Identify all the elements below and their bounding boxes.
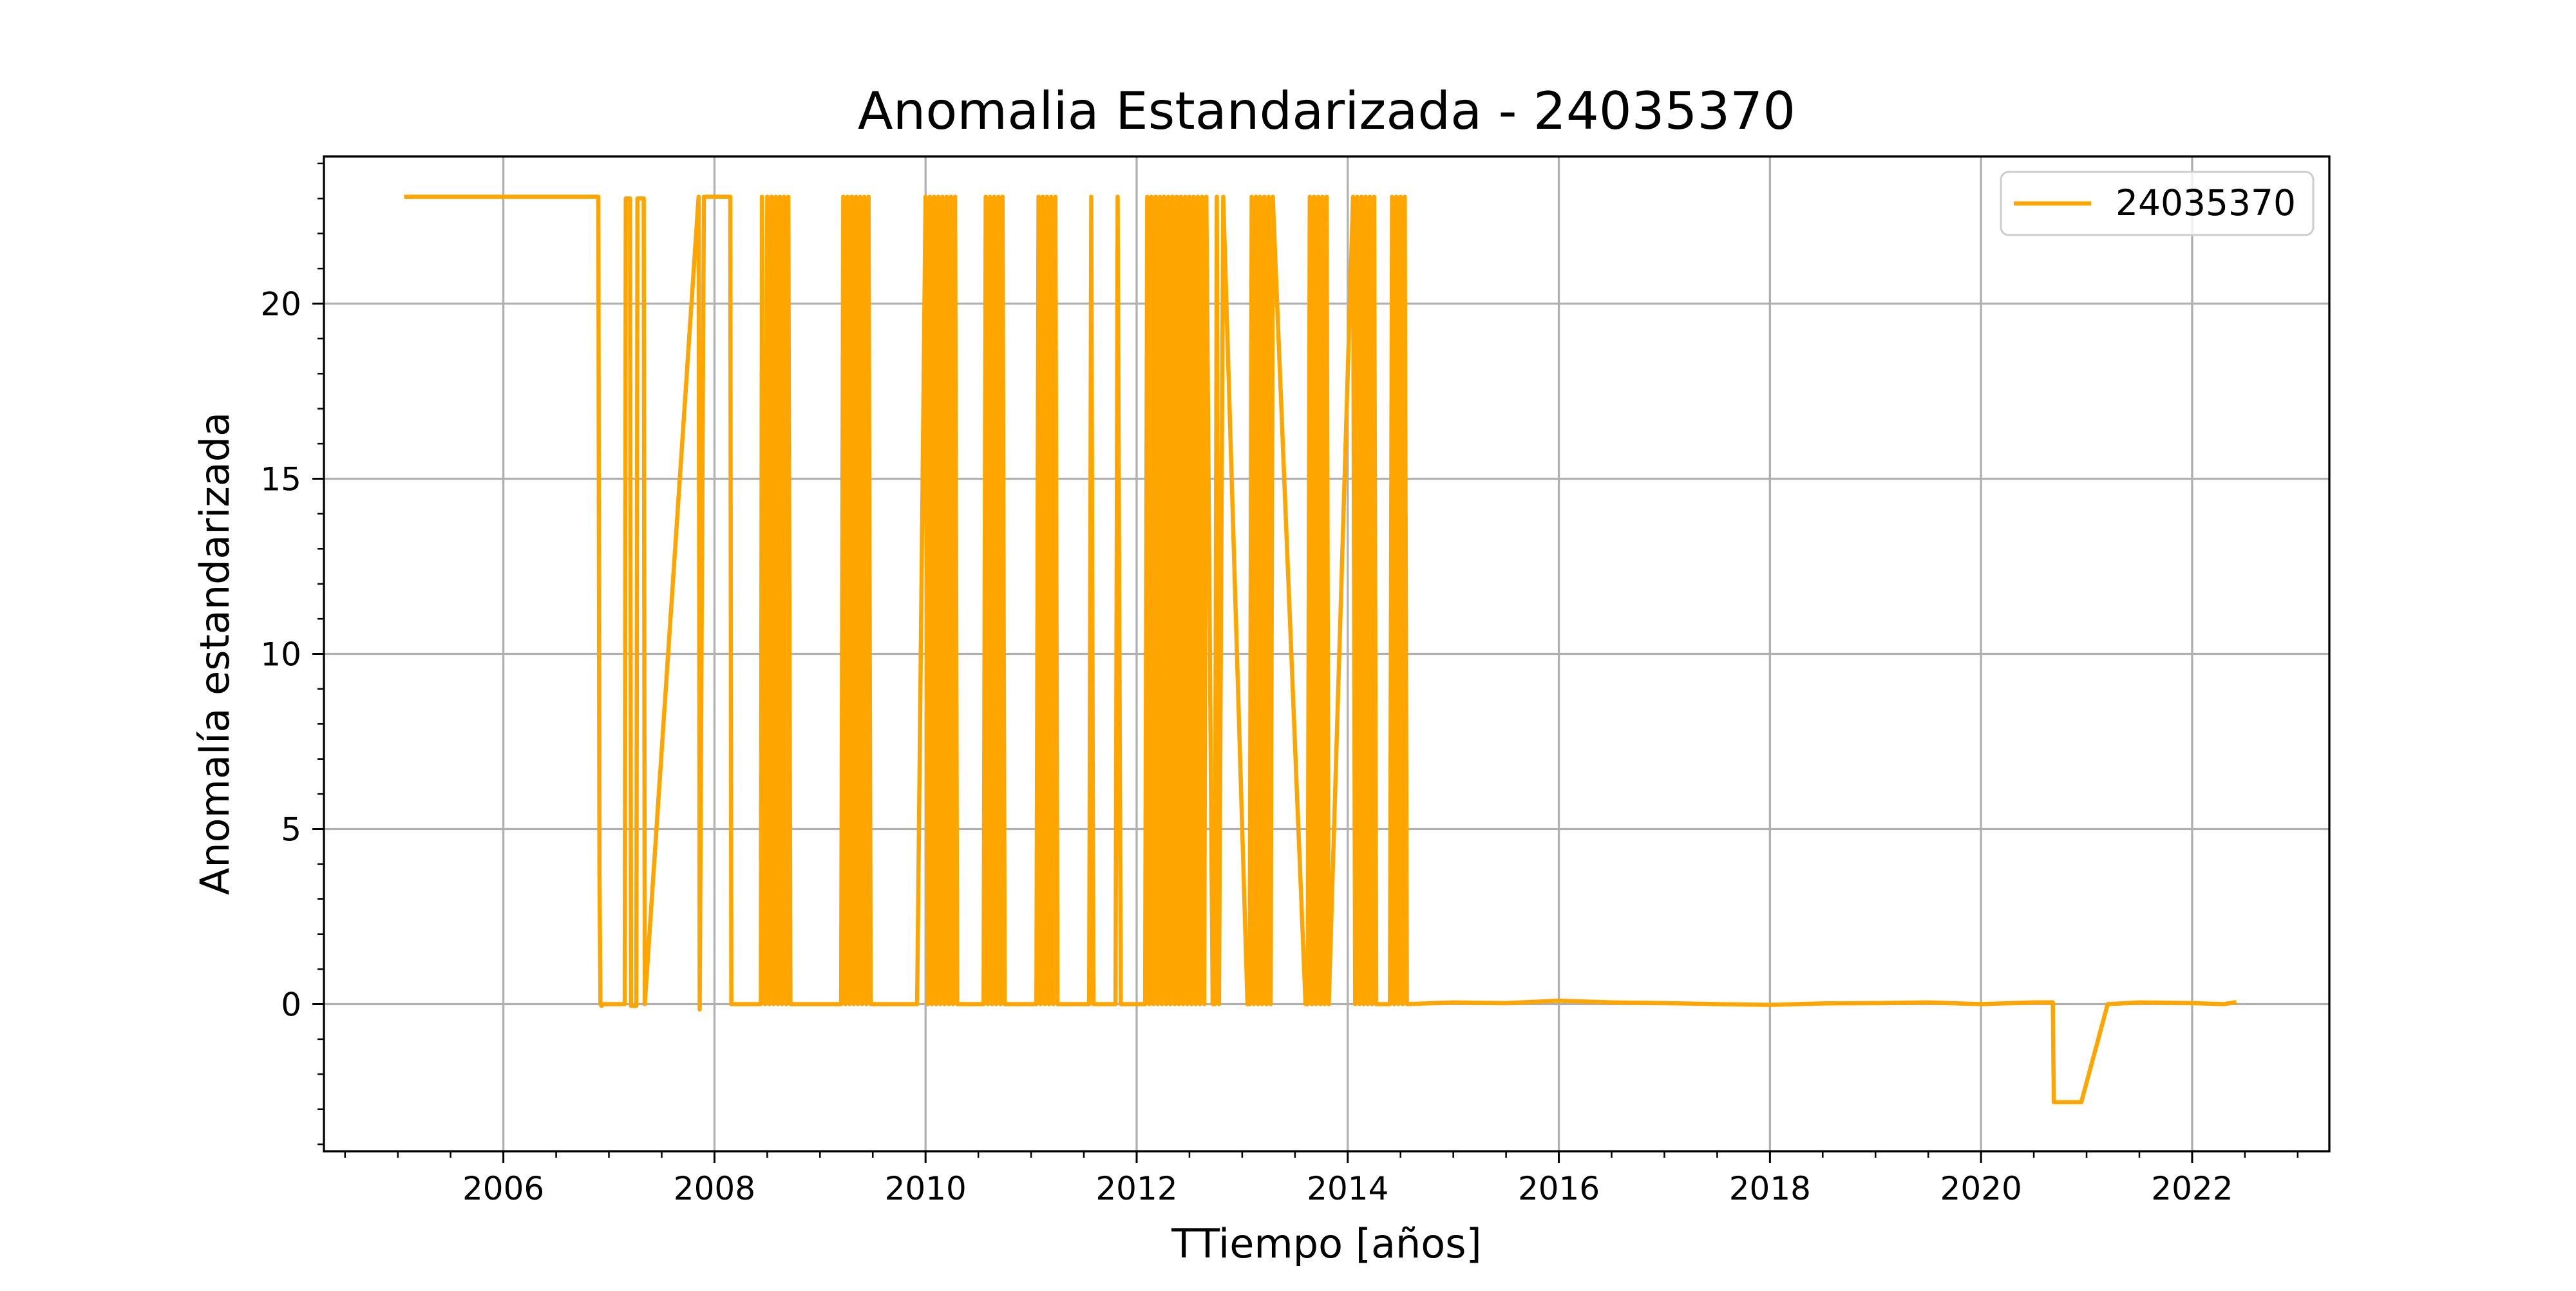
y-tick-label: 0: [281, 986, 301, 1024]
y-axis-label: Anomalía estandarizada: [191, 412, 238, 895]
chart-title: Anomalia Estandarizada - 24035370: [858, 81, 1795, 141]
x-tick-label: 2018: [1729, 1170, 1811, 1207]
legend-label: 24035370: [2116, 182, 2296, 223]
legend-box: [2000, 171, 2315, 236]
series-layer: [404, 194, 2237, 1105]
y-tick-label: 10: [260, 636, 301, 674]
y-tick-label: 20: [260, 285, 301, 323]
x-tick-label: 2008: [674, 1170, 755, 1207]
x-tick-label: 2020: [1940, 1170, 2022, 1207]
x-tick-label: 2016: [1518, 1170, 1600, 1207]
legend: 24035370: [2000, 171, 2315, 236]
y-tick-label: 15: [260, 460, 301, 498]
x-tick-label: 2006: [462, 1170, 544, 1207]
x-tick-label: 2012: [1095, 1170, 1177, 1207]
x-axis-label: TTiempo [años]: [1171, 1220, 1481, 1267]
x-tick-label: 2014: [1307, 1170, 1388, 1207]
axis-ticks: 2006 2008 2010 2012 2014 2016 2018 2020 2022 0 5 10…: [260, 162, 2299, 1207]
x-tick-label: 2010: [885, 1170, 967, 1207]
x-tick-label: 2022: [2151, 1170, 2233, 1207]
series-line-24035370: [404, 194, 2237, 1105]
y-tick-label: 5: [281, 811, 301, 849]
